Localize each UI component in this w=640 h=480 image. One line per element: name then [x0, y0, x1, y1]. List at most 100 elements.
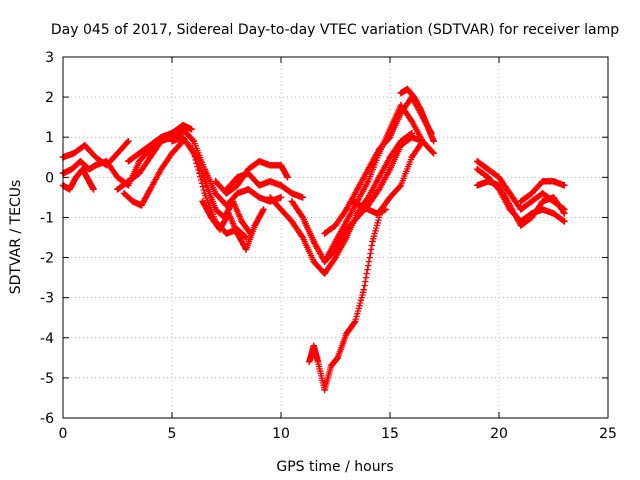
data-point: [386, 154, 394, 161]
data-point: [375, 146, 383, 153]
data-point: [212, 178, 219, 185]
data-point: [386, 134, 394, 141]
data-point: [306, 358, 313, 366]
data-point: [147, 142, 154, 149]
data-point: [216, 226, 224, 233]
data-point: [343, 330, 350, 337]
data-point: [343, 206, 350, 213]
data-point: [68, 166, 75, 173]
data-point: [203, 182, 211, 189]
data-point: [77, 158, 84, 165]
data-point: [256, 158, 263, 165]
data-point: [375, 174, 383, 181]
data-point: [365, 178, 372, 185]
data-point: [138, 202, 145, 209]
data-point: [360, 286, 368, 293]
data-point: [208, 214, 215, 221]
data-point: [561, 182, 568, 189]
data-point: [85, 166, 93, 173]
y-tick-label: -3: [40, 291, 54, 307]
data-point: [179, 134, 187, 141]
data-point: [517, 206, 524, 213]
data-point: [539, 198, 546, 205]
data-point: [382, 206, 389, 213]
data-point: [386, 194, 394, 201]
series-arc-15: [288, 101, 426, 265]
series-arc-23: [474, 178, 568, 229]
data-point: [238, 218, 245, 225]
data-point: [550, 194, 557, 201]
data-point: [375, 186, 383, 193]
series-arc-14: [266, 130, 415, 277]
series-track: [288, 101, 426, 265]
data-point: [168, 138, 176, 145]
data-point: [157, 166, 165, 173]
data-point: [343, 226, 350, 233]
data-point: [299, 214, 306, 221]
data-point: [225, 210, 232, 217]
y-tick-label: -1: [40, 210, 54, 226]
data-point: [354, 214, 361, 221]
data-point: [234, 190, 241, 197]
data-point: [495, 174, 503, 181]
data-point: [147, 186, 154, 193]
x-tick-label: 25: [599, 426, 617, 442]
data-point: [136, 150, 143, 157]
series-arc-7: [125, 121, 195, 165]
data-point: [539, 206, 546, 213]
data-point: [408, 154, 415, 161]
data-point: [92, 162, 99, 169]
data-point: [539, 178, 546, 185]
data-point: [125, 178, 132, 185]
data-point: [212, 206, 219, 213]
data-point: [474, 182, 481, 189]
data-point: [550, 210, 557, 217]
data-point: [245, 170, 252, 177]
data-point: [251, 222, 259, 229]
plot-frame: [62, 56, 609, 419]
y-tick-label: -5: [40, 371, 54, 387]
data-point: [550, 178, 557, 185]
data-point: [136, 158, 143, 165]
series-arc-13: [223, 170, 306, 201]
data-point: [147, 154, 154, 161]
data-point: [288, 218, 296, 225]
data-point: [72, 174, 80, 181]
data-point: [229, 198, 237, 205]
series-arc-20: [397, 85, 437, 145]
data-point: [186, 142, 193, 149]
data-point: [397, 142, 405, 149]
data-point: [234, 174, 241, 181]
y-axis-label: SDTVAR / TECUs: [8, 180, 24, 295]
data-point: [114, 186, 121, 193]
data-point: [332, 222, 339, 229]
series-arc-2: [59, 158, 99, 177]
series-arc-24: [517, 178, 568, 205]
data-point: [430, 138, 437, 145]
data-point: [266, 178, 274, 185]
data-point: [299, 194, 306, 201]
data-point: [314, 358, 322, 366]
data-point: [528, 190, 535, 197]
data-point: [539, 190, 546, 197]
data-point: [103, 158, 110, 165]
data-point: [365, 206, 372, 213]
chart-title: Day 045 of 2017, Sidereal Day-to-day VTE…: [51, 22, 619, 38]
data-point: [474, 158, 481, 165]
data-point: [397, 182, 405, 189]
data-point: [386, 166, 394, 173]
y-tick-label: -4: [40, 331, 54, 347]
data-point: [234, 230, 241, 237]
data-point: [299, 234, 306, 241]
data-point: [277, 206, 285, 213]
data-point: [92, 154, 99, 161]
data-point: [266, 194, 274, 201]
data-point: [256, 194, 263, 201]
data-point: [90, 186, 97, 193]
data-point: [506, 202, 514, 209]
data-point: [188, 126, 195, 133]
data-point: [332, 254, 339, 261]
series-arc-12: [212, 158, 291, 197]
x-tick-label: 15: [381, 426, 399, 442]
